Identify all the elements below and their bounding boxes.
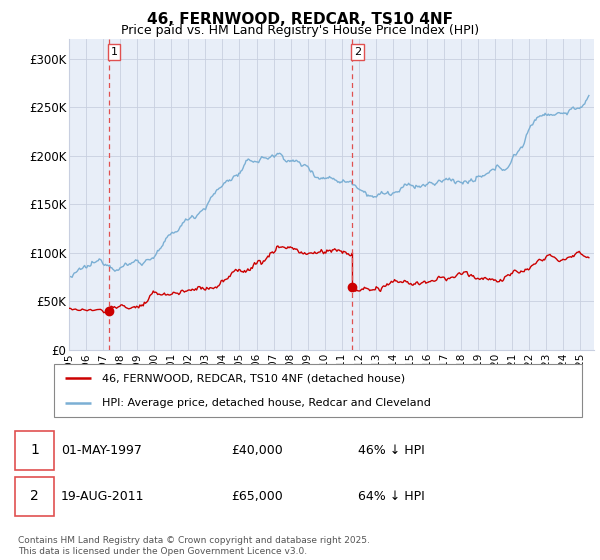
Text: 01-MAY-1997: 01-MAY-1997	[61, 444, 142, 456]
FancyBboxPatch shape	[54, 364, 582, 417]
Text: 46% ↓ HPI: 46% ↓ HPI	[358, 444, 424, 456]
Text: 1: 1	[30, 443, 39, 457]
FancyBboxPatch shape	[15, 431, 54, 470]
Text: HPI: Average price, detached house, Redcar and Cleveland: HPI: Average price, detached house, Redc…	[101, 398, 430, 408]
Text: Price paid vs. HM Land Registry's House Price Index (HPI): Price paid vs. HM Land Registry's House …	[121, 24, 479, 37]
Text: £65,000: £65,000	[231, 489, 283, 503]
FancyBboxPatch shape	[15, 477, 54, 516]
Text: 64% ↓ HPI: 64% ↓ HPI	[358, 489, 424, 503]
Text: 1: 1	[110, 47, 118, 57]
Text: 19-AUG-2011: 19-AUG-2011	[61, 489, 145, 503]
Text: Contains HM Land Registry data © Crown copyright and database right 2025.
This d: Contains HM Land Registry data © Crown c…	[18, 536, 370, 556]
Text: 46, FERNWOOD, REDCAR, TS10 4NF: 46, FERNWOOD, REDCAR, TS10 4NF	[147, 12, 453, 27]
Text: 2: 2	[30, 489, 39, 503]
Text: 46, FERNWOOD, REDCAR, TS10 4NF (detached house): 46, FERNWOOD, REDCAR, TS10 4NF (detached…	[101, 374, 404, 384]
Text: 2: 2	[354, 47, 361, 57]
Text: £40,000: £40,000	[231, 444, 283, 456]
